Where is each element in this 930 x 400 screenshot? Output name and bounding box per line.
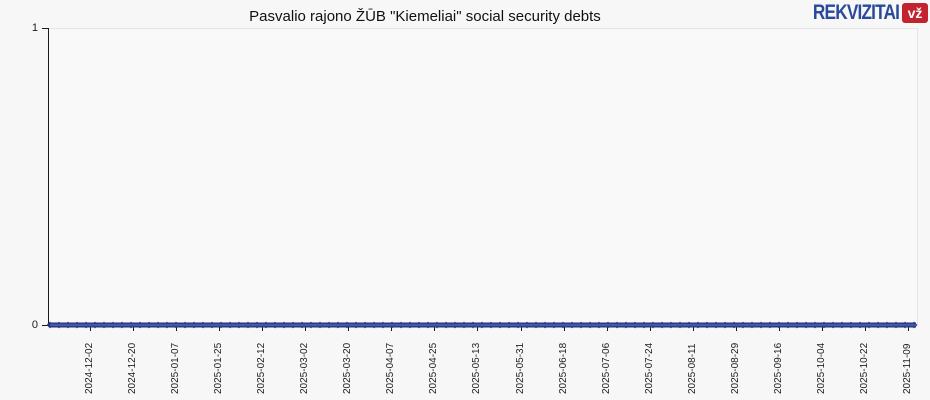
rekvizitai-logo-text: REKVIZITAI	[812, 1, 900, 24]
x-tick	[735, 326, 737, 331]
chart-title: Pasvalio rajono ŽŪB "Kiemeliai" social s…	[249, 8, 601, 25]
x-tick	[305, 326, 307, 331]
x-tick-label: 2025-11-09	[901, 343, 913, 394]
x-tick	[778, 326, 780, 331]
y-tick-label: 0	[31, 319, 38, 331]
x-tick-label: 2025-10-04	[815, 342, 827, 394]
x-tick	[821, 326, 823, 331]
x-tick	[606, 326, 608, 331]
y-tick	[42, 27, 48, 29]
x-tick	[864, 326, 866, 331]
x-tick	[649, 326, 651, 331]
data-series-line	[46, 321, 918, 329]
x-tick-label: 2025-06-18	[557, 342, 569, 394]
x-tick-label: 2025-04-25	[428, 342, 440, 394]
x-tick-label: 2025-01-25	[213, 342, 225, 394]
x-tick	[262, 326, 264, 331]
x-tick-label: 2025-05-13	[471, 342, 483, 394]
x-tick	[133, 326, 135, 331]
x-tick	[907, 326, 909, 331]
x-tick	[692, 326, 694, 331]
x-tick-label: 2025-09-16	[772, 342, 784, 394]
x-tick-label: 2025-03-02	[299, 342, 311, 394]
x-tick-label: 2025-08-29	[729, 342, 741, 394]
x-tick-label: 2025-08-11	[686, 343, 698, 394]
y-axis	[48, 28, 49, 325]
vz-badge-icon: vž	[902, 2, 928, 23]
rekvizitai-logo[interactable]: REKVIZITAI vž	[794, 2, 928, 23]
x-tick-label: 2025-04-07	[385, 342, 397, 394]
x-tick	[219, 326, 221, 331]
x-tick	[434, 326, 436, 331]
x-tick	[176, 326, 178, 331]
x-tick	[348, 326, 350, 331]
x-tick	[477, 326, 479, 331]
x-tick-label: 2025-07-24	[643, 342, 655, 394]
x-tick-label: 2025-02-12	[256, 342, 268, 394]
x-tick-label: 2024-12-20	[127, 342, 139, 394]
plot-area	[48, 28, 918, 325]
x-tick	[520, 326, 522, 331]
x-tick-label: 2025-03-20	[342, 342, 354, 394]
x-tick-label: 2025-01-07	[170, 342, 182, 394]
x-tick	[90, 326, 91, 331]
x-tick-label: 2025-07-06	[600, 342, 612, 394]
x-tick-label: 2025-10-22	[858, 342, 870, 394]
x-tick-label: 2024-12-02	[84, 342, 95, 394]
x-tick	[391, 326, 393, 331]
x-tick	[563, 326, 565, 331]
y-tick	[42, 324, 48, 326]
y-tick-label: 1	[31, 22, 38, 34]
x-tick-label: 2025-05-31	[514, 342, 526, 394]
